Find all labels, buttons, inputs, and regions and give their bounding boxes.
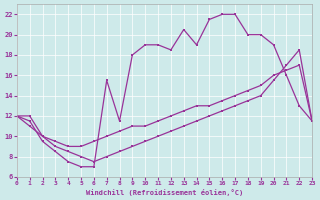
X-axis label: Windchill (Refroidissement éolien,°C): Windchill (Refroidissement éolien,°C) xyxy=(86,189,243,196)
